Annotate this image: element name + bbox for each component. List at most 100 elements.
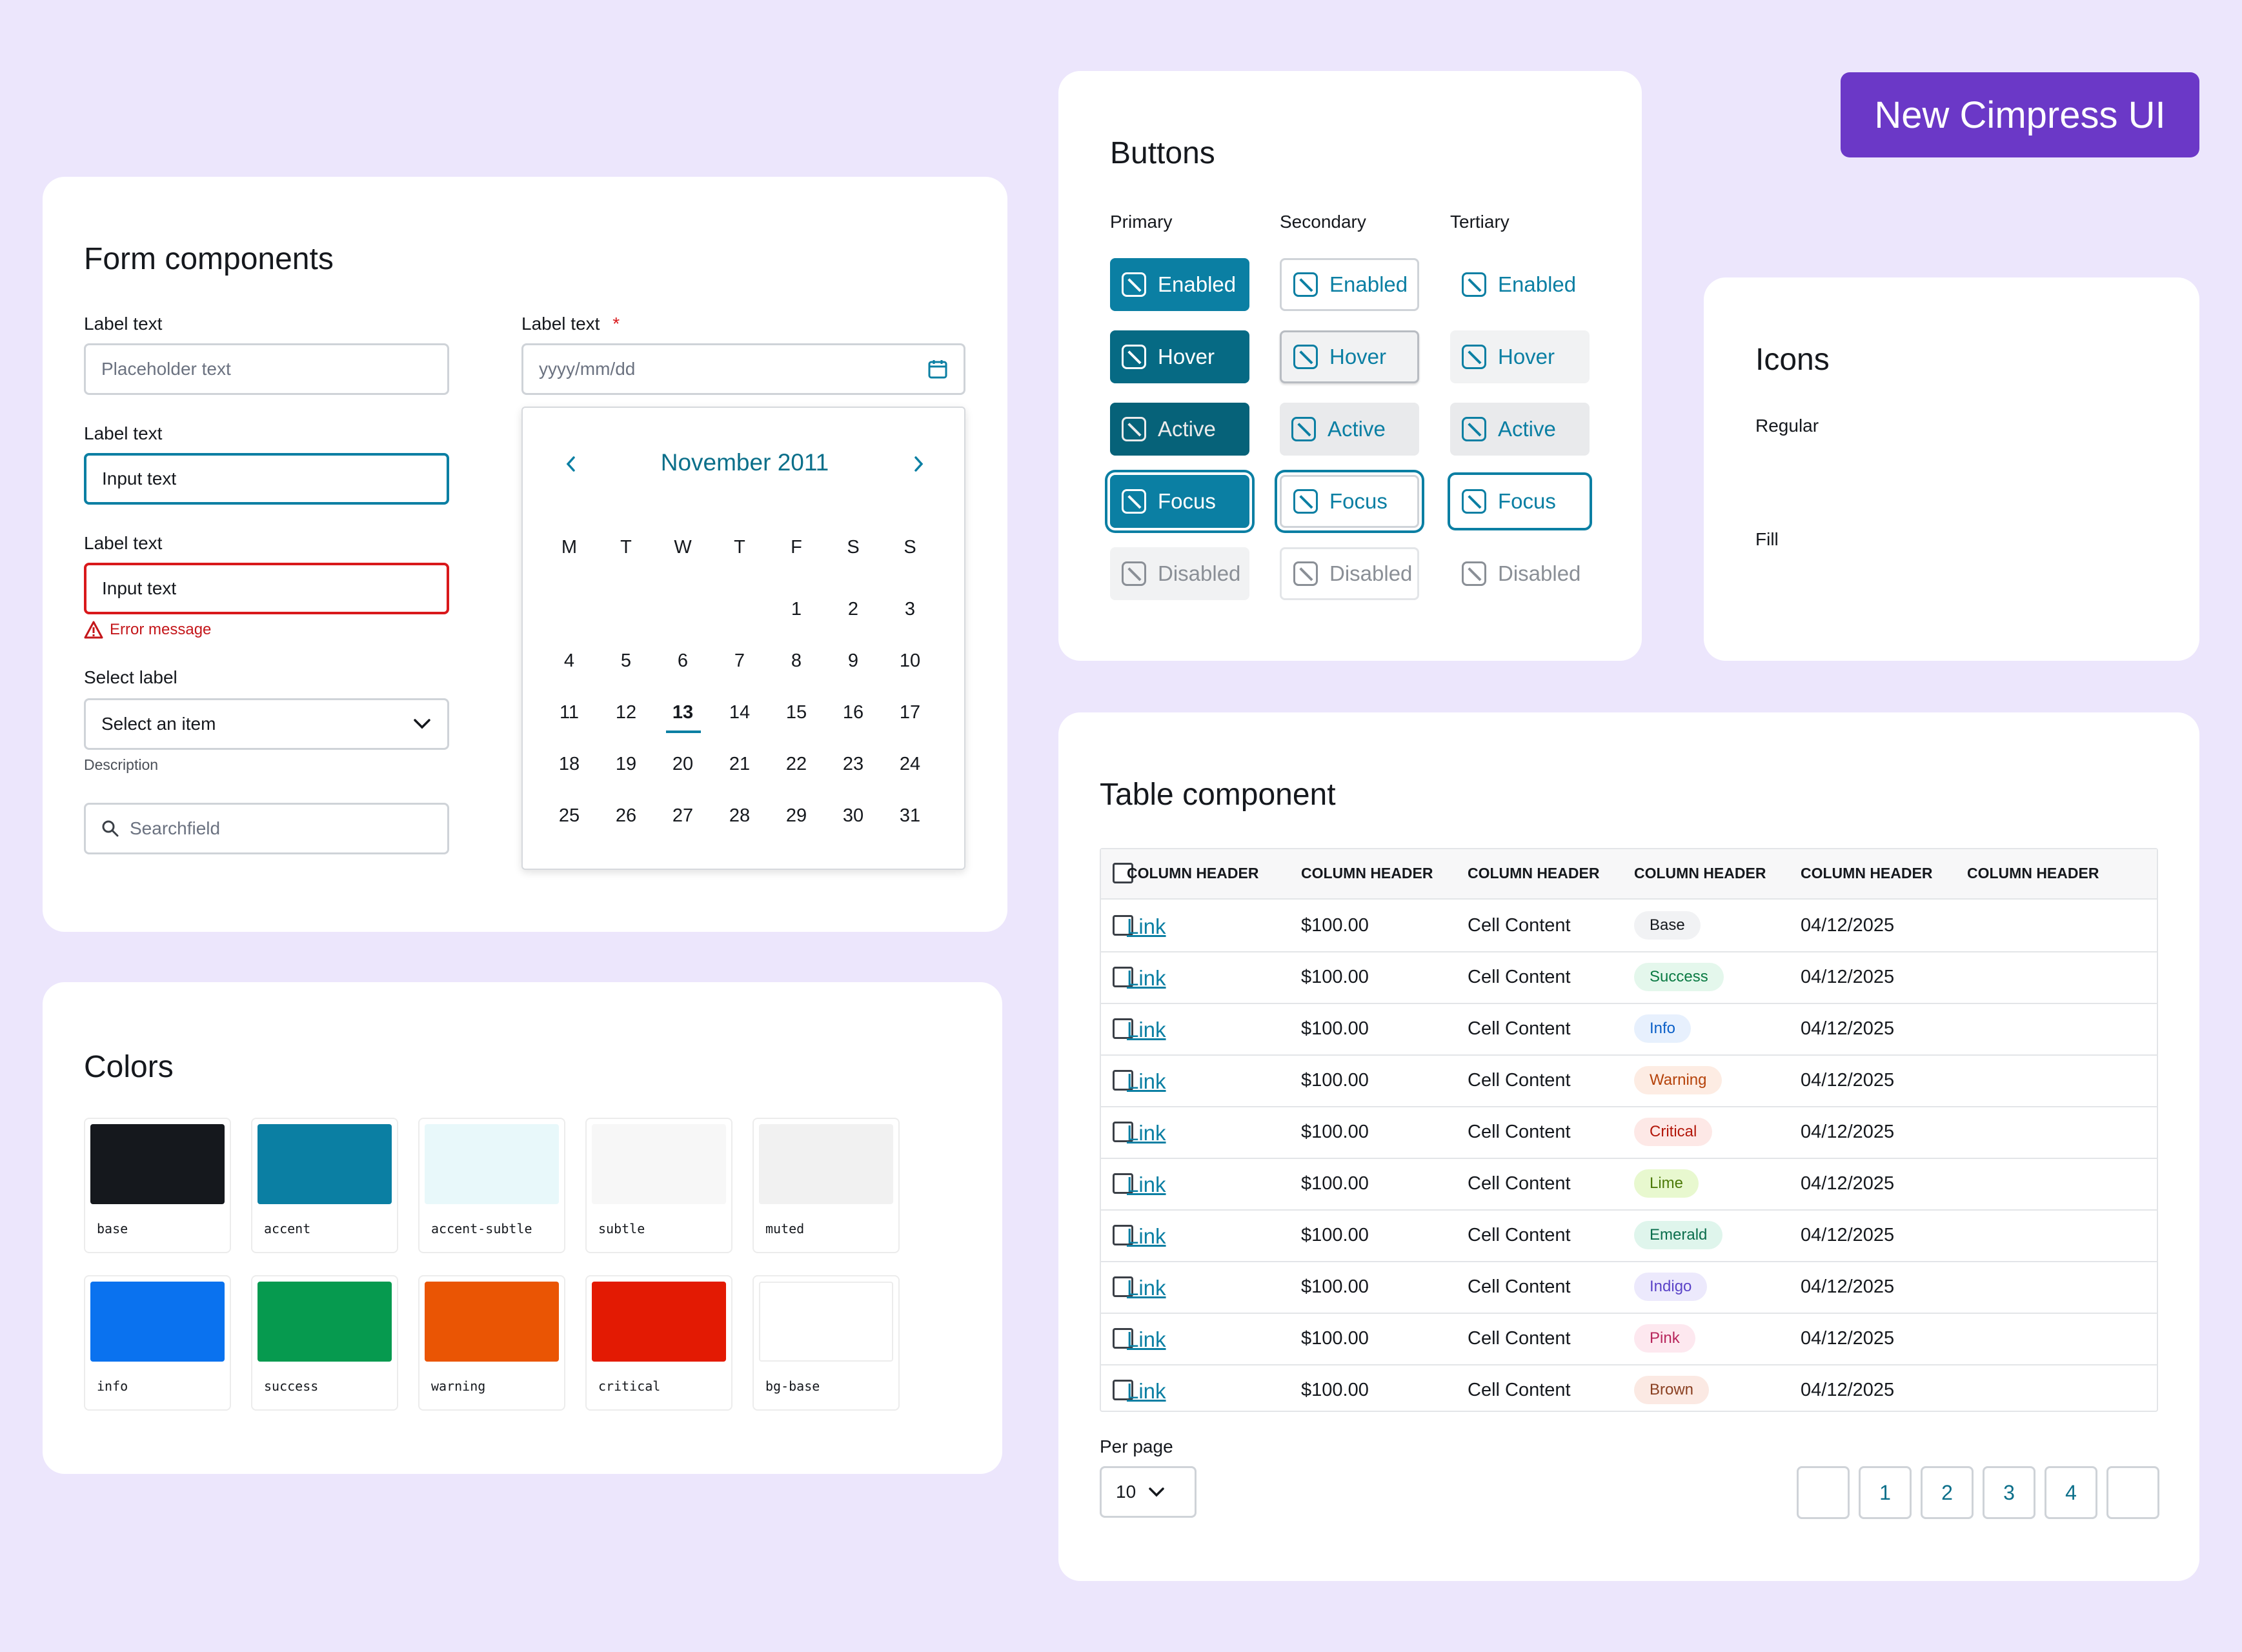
delete-icon[interactable] <box>2075 1273 2104 1301</box>
delete-icon[interactable] <box>2075 1376 2104 1404</box>
delete-icon[interactable] <box>2075 963 2104 991</box>
calendar-day[interactable]: 4 <box>563 650 575 671</box>
row-checkbox[interactable] <box>1113 1173 1133 1194</box>
page-button[interactable]: 4 <box>2045 1466 2097 1519</box>
calendar-day[interactable]: 19 <box>615 754 637 774</box>
row-checkbox[interactable] <box>1113 1070 1133 1091</box>
secondary-hover-button[interactable]: Hover <box>1280 330 1419 383</box>
row-checkbox[interactable] <box>1113 967 1133 987</box>
row-link[interactable]: Link <box>1127 914 1166 938</box>
calendar-day[interactable]: 9 <box>847 650 859 671</box>
edit-icon[interactable] <box>2025 911 2054 940</box>
delete-icon[interactable] <box>2075 1221 2104 1249</box>
calendar-day[interactable]: 31 <box>899 805 921 826</box>
focused-input[interactable]: Input text <box>84 453 449 505</box>
delete-icon[interactable] <box>2075 1014 2104 1043</box>
secondary-active-button[interactable]: Active <box>1280 403 1419 456</box>
row-link[interactable]: Link <box>1127 1327 1166 1351</box>
calendar-day[interactable]: 13 <box>672 702 694 723</box>
calendar-day[interactable]: 7 <box>734 650 745 671</box>
calendar-day[interactable]: 6 <box>677 650 689 671</box>
calendar-day[interactable]: 30 <box>842 805 864 826</box>
per-page-select[interactable]: 10 <box>1100 1466 1197 1518</box>
calendar-day[interactable]: 5 <box>620 650 632 671</box>
row-link[interactable]: Link <box>1127 1224 1166 1248</box>
row-link[interactable]: Link <box>1127 1173 1166 1196</box>
edit-icon[interactable] <box>2025 1014 2054 1043</box>
calendar-day[interactable]: 11 <box>559 702 580 723</box>
row-link[interactable]: Link <box>1127 1069 1166 1093</box>
row-link[interactable]: Link <box>1127 1379 1166 1403</box>
chevron-left-icon[interactable] <box>564 454 577 474</box>
column-header[interactable]: COLUMN HEADER <box>1127 865 1259 881</box>
calendar-day[interactable]: 26 <box>615 805 637 826</box>
next-page-button[interactable] <box>2106 1466 2159 1519</box>
secondary-disabled-button[interactable]: Disabled <box>1280 547 1419 600</box>
column-header[interactable]: COLUMN HEADER <box>1801 865 1933 881</box>
calendar-day[interactable]: 25 <box>558 805 580 826</box>
primary-enabled-button[interactable]: Enabled <box>1110 258 1249 311</box>
edit-icon[interactable] <box>2025 1118 2054 1146</box>
secondary-enabled-button[interactable]: Enabled <box>1280 258 1419 311</box>
edit-icon[interactable] <box>2025 1273 2054 1301</box>
column-header[interactable]: COLUMN HEADER <box>1967 865 2099 881</box>
tertiary-hover-button[interactable]: Hover <box>1450 330 1590 383</box>
row-link[interactable]: Link <box>1127 1121 1166 1145</box>
calendar-day[interactable]: 28 <box>729 805 751 826</box>
primary-disabled-button[interactable]: Disabled <box>1110 547 1249 600</box>
tertiary-enabled-button[interactable]: Enabled <box>1450 258 1590 311</box>
column-header[interactable]: COLUMN HEADER <box>1301 865 1433 881</box>
edit-icon[interactable] <box>2025 1169 2054 1198</box>
secondary-focus-button[interactable]: Focus <box>1280 475 1419 528</box>
placeholder-input[interactable]: Placeholder text <box>84 343 449 395</box>
row-checkbox[interactable] <box>1113 1122 1133 1142</box>
page-button[interactable]: 1 <box>1859 1466 1912 1519</box>
error-input[interactable]: Input text <box>84 563 449 614</box>
edit-icon[interactable] <box>2025 1376 2054 1404</box>
calendar-day[interactable]: 16 <box>842 702 864 723</box>
calendar-day[interactable]: 1 <box>791 599 802 620</box>
edit-icon[interactable] <box>2025 1324 2054 1353</box>
calendar-day[interactable]: 12 <box>615 702 637 723</box>
page-button[interactable]: 3 <box>1983 1466 2035 1519</box>
select-dropdown[interactable]: Select an item <box>84 698 449 750</box>
calendar-day[interactable]: 2 <box>847 599 859 620</box>
page-button[interactable]: 2 <box>1921 1466 1974 1519</box>
column-header[interactable]: COLUMN HEADER <box>1634 865 1766 881</box>
calendar-day[interactable]: 21 <box>729 754 751 774</box>
row-link[interactable]: Link <box>1127 1018 1166 1042</box>
row-checkbox[interactable] <box>1113 1225 1133 1245</box>
calendar-day[interactable]: 24 <box>899 754 921 774</box>
row-checkbox[interactable] <box>1113 1276 1133 1297</box>
delete-icon[interactable] <box>2075 1118 2104 1146</box>
calendar-day[interactable]: 22 <box>785 754 807 774</box>
calendar-day[interactable]: 23 <box>842 754 864 774</box>
tertiary-focus-button[interactable]: Focus <box>1450 475 1590 528</box>
delete-icon[interactable] <box>2075 911 2104 940</box>
calendar-icon[interactable] <box>927 359 948 379</box>
date-input[interactable]: yyyy/mm/dd <box>521 343 965 395</box>
row-checkbox[interactable] <box>1113 1018 1133 1039</box>
column-header[interactable]: COLUMN HEADER <box>1468 865 1600 881</box>
calendar-day[interactable]: 15 <box>785 702 807 723</box>
tertiary-disabled-button[interactable]: Disabled <box>1450 547 1590 600</box>
delete-icon[interactable] <box>2075 1066 2104 1094</box>
calendar-day[interactable]: 14 <box>729 702 751 723</box>
prev-page-button[interactable] <box>1797 1466 1850 1519</box>
select-all-checkbox[interactable] <box>1113 863 1133 883</box>
tertiary-active-button[interactable]: Active <box>1450 403 1590 456</box>
row-checkbox[interactable] <box>1113 1380 1133 1400</box>
row-link[interactable]: Link <box>1127 966 1166 990</box>
calendar-day[interactable]: 29 <box>785 805 807 826</box>
chevron-right-icon[interactable] <box>913 454 925 474</box>
row-checkbox[interactable] <box>1113 915 1133 936</box>
calendar-day[interactable]: 18 <box>558 754 580 774</box>
primary-hover-button[interactable]: Hover <box>1110 330 1249 383</box>
calendar-day[interactable]: 27 <box>672 805 694 826</box>
delete-icon[interactable] <box>2075 1169 2104 1198</box>
calendar-day[interactable]: 10 <box>899 650 921 671</box>
calendar-day[interactable]: 20 <box>672 754 694 774</box>
delete-icon[interactable] <box>2075 1324 2104 1353</box>
edit-icon[interactable] <box>2025 1221 2054 1249</box>
edit-icon[interactable] <box>2025 963 2054 991</box>
